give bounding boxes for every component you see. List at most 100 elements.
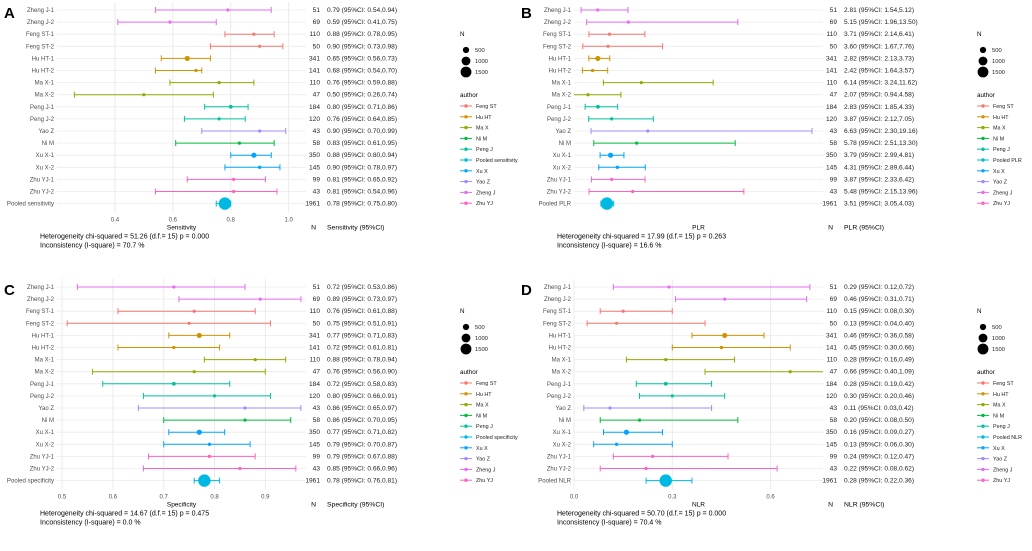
n-value: 120: [826, 116, 837, 123]
ci-value: 0.29 (95%CI: 0.12,0.72): [844, 284, 914, 291]
ci-value: 0.76 (95%CI: 0.59,0.88): [327, 80, 397, 87]
estimate-point: [635, 141, 639, 145]
n-value: 99: [830, 453, 838, 460]
estimate-point: [252, 32, 256, 36]
study-label: Yao Z: [555, 406, 571, 412]
author-legend-label: Ni M: [993, 136, 1005, 142]
estimate-point: [253, 358, 257, 362]
size-legend-label: 1000: [992, 59, 1005, 65]
n-value: 341: [309, 332, 320, 339]
ci-value: 3.71 (95%CI: 2.14,6.41): [844, 31, 914, 38]
study-label: Zhu YJ-2: [30, 190, 55, 196]
author-legend-title: author: [460, 92, 478, 99]
n-value: 145: [309, 164, 320, 171]
study-label: Yao Z: [555, 129, 571, 135]
ci-value: 5.48 (95%CI: 2.15,13.96): [844, 189, 918, 196]
ci-value: 0.46 (95%CI: 0.36,0.58): [844, 332, 914, 339]
estimate-point: [237, 141, 242, 145]
n-value: 58: [313, 140, 321, 147]
author-legend-label: Pooled sensitivity: [476, 158, 518, 164]
author-legend-point: [981, 125, 985, 130]
author-legend-point: [464, 446, 468, 450]
ci-value: 0.90 (95%CI: 0.70,0.99): [327, 128, 397, 135]
author-legend-label: Hu HT: [476, 392, 492, 398]
study-label: Hu HT-2: [549, 346, 572, 352]
author-legend-point: [981, 158, 985, 162]
ci-value: 0.59 (95%CI: 0.41,0.75): [327, 19, 397, 26]
ci-column-header: PLR (95%CI): [844, 225, 884, 232]
ci-value: 2.42 (95%CI: 1.64,3.57): [844, 68, 914, 75]
study-label: Ma X-2: [35, 370, 55, 376]
estimate-point: [615, 165, 620, 169]
x-tick-label: 0.0: [570, 495, 579, 501]
author-legend-label: Feng ST: [476, 381, 497, 387]
estimate-point: [606, 44, 610, 48]
estimate-point: [626, 20, 630, 24]
size-legend-title: N: [977, 308, 982, 315]
panel-letter: B: [521, 5, 532, 22]
study-label: Zhu YJ-2: [547, 467, 572, 473]
author-legend-point: [464, 435, 468, 439]
study-label: Zheng J-1: [544, 8, 572, 14]
study-label: Ma X-2: [552, 370, 572, 376]
pooled-estimate-point: [600, 197, 614, 210]
author-legend-label: Yao Z: [476, 180, 491, 186]
estimate-point: [194, 68, 198, 73]
author-legend-label: Ma X: [476, 403, 489, 409]
n-value: 110: [826, 80, 837, 87]
ci-value: 0.13 (95%CI: 0.06,0.30): [844, 441, 914, 448]
author-legend-label: Zheng J: [993, 190, 1013, 196]
n-value: 47: [830, 92, 838, 99]
size-legend-label: 1500: [475, 347, 488, 353]
study-label: Pooled specificity: [7, 478, 55, 485]
n-value: 350: [309, 429, 320, 436]
estimate-point: [192, 370, 196, 374]
author-legend-label: Feng ST: [476, 104, 497, 110]
estimate-point: [614, 442, 619, 446]
author-legend-point: [981, 201, 985, 205]
author-legend-point: [981, 190, 985, 195]
heterogeneity-text: Heterogeneity chi-squared = 50.70 (d.f.=…: [557, 511, 726, 518]
x-tick-label: 0.5: [58, 495, 67, 501]
n-value: 43: [830, 405, 838, 412]
panel-letter: A: [4, 5, 15, 22]
n-value: 184: [309, 104, 320, 111]
n-value: 50: [313, 43, 321, 50]
estimate-point: [670, 394, 674, 398]
n-value: 110: [309, 357, 320, 364]
study-label: Feng ST-1: [543, 32, 572, 38]
n-value: 141: [826, 68, 837, 75]
study-label: Zheng J-2: [544, 20, 572, 26]
size-legend-point: [462, 323, 470, 331]
ci-value: 2.83 (95%CI: 1.85,4.33): [844, 104, 914, 111]
estimate-point: [232, 177, 236, 181]
study-label: Xu X-2: [553, 442, 572, 448]
ci-value: 0.75 (95%CI: 0.51,0.91): [327, 320, 397, 327]
estimate-point: [142, 93, 146, 97]
estimate-point: [238, 466, 242, 471]
inconsistency-text: Inconsistency (I-square) = 0.0 %: [40, 520, 141, 527]
n-value: 110: [309, 31, 320, 38]
n-value: 141: [309, 68, 320, 75]
study-label: Feng ST-2: [26, 44, 55, 50]
estimate-point: [243, 418, 247, 422]
n-value: 110: [309, 308, 320, 315]
estimate-point: [258, 44, 262, 48]
n-value: 50: [830, 320, 838, 327]
estimate-point: [196, 429, 202, 435]
author-legend-label: Yao Z: [993, 180, 1008, 186]
study-label: Yao Z: [38, 129, 54, 135]
ci-value: 4.31 (95%CI: 2.89,6.44): [844, 164, 914, 171]
ci-value: 0.85 (95%CI: 0.66,0.96): [327, 466, 397, 473]
author-legend-point: [464, 201, 468, 205]
study-label: Zheng J-2: [27, 297, 55, 303]
author-legend-point: [464, 467, 468, 472]
estimate-point: [637, 418, 642, 422]
estimate-point: [651, 454, 655, 458]
size-legend-point: [979, 323, 987, 331]
study-label: Peng J-1: [547, 105, 572, 111]
study-label: Xu X-1: [553, 430, 572, 436]
author-legend-point: [981, 446, 985, 450]
estimate-point: [590, 68, 595, 73]
